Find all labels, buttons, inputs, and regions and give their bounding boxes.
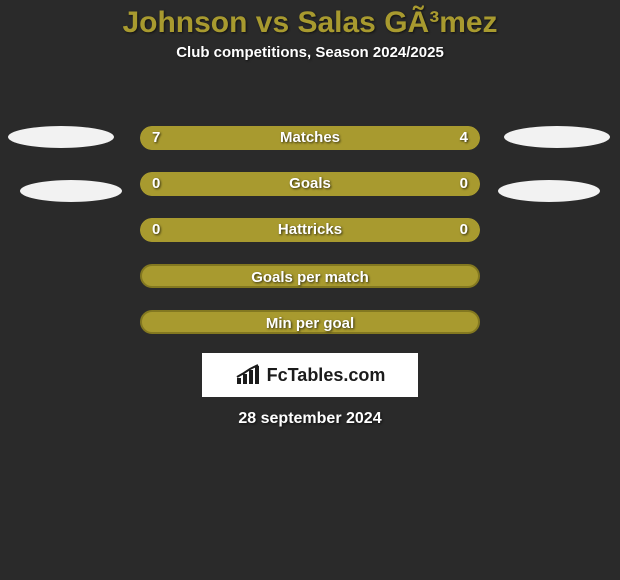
stat-label: Matches [140,126,480,150]
comparison-infographic: Johnson vs Salas GÃ³mez Club competition… [0,0,620,580]
fctables-logo-icon [235,364,263,386]
stat-value-right: 4 [460,126,468,150]
stat-label: Goals per match [142,266,478,290]
stat-bar-goals: 0 Goals 0 [140,172,480,196]
player-right-photo-bottom [498,180,600,202]
stat-label: Hattricks [140,218,480,242]
brand-text: FcTables.com [267,365,386,386]
brand-box: FcTables.com [202,353,418,397]
stat-label: Goals [140,172,480,196]
player-left-photo-top [8,126,114,148]
date-line: 28 september 2024 [0,410,620,428]
stat-bars-container: 7 Matches 4 0 Goals 0 0 Hattricks 0 Goal… [140,126,480,356]
stat-value-right: 0 [460,172,468,196]
stat-bar-matches: 7 Matches 4 [140,126,480,150]
stat-bar-min-per-goal: Min per goal [140,310,480,334]
stat-label: Min per goal [142,312,478,336]
player-right-photo-top [504,126,610,148]
page-title: Johnson vs Salas GÃ³mez [0,0,620,40]
page-subtitle: Club competitions, Season 2024/2025 [0,44,620,61]
player-left-photo-bottom [20,180,122,202]
stat-bar-hattricks: 0 Hattricks 0 [140,218,480,242]
stat-bar-goals-per-match: Goals per match [140,264,480,288]
stat-value-right: 0 [460,218,468,242]
